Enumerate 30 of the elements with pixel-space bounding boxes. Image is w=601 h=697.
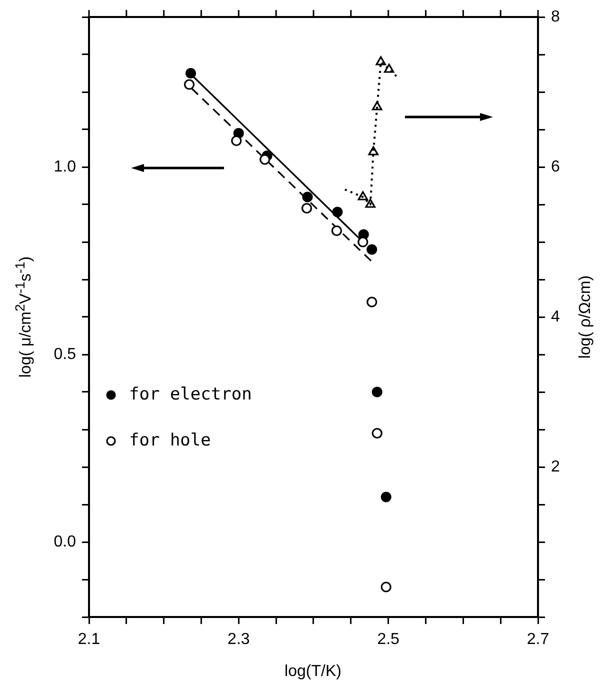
x-axis-title: log(T/K) <box>284 663 342 681</box>
point <box>231 135 242 146</box>
point <box>372 428 382 439</box>
x-tick-label: 2.1 <box>78 631 100 648</box>
point <box>185 68 196 79</box>
point <box>260 154 270 165</box>
legend-label: for electron <box>129 384 252 404</box>
y2-tick-label: 8 <box>551 8 560 26</box>
point <box>331 225 342 236</box>
x-tick-label: 2.3 <box>228 631 250 648</box>
point <box>301 202 312 214</box>
x-tick-label: 2.7 <box>526 631 550 648</box>
point <box>372 386 382 398</box>
y-tick-label: 1.0 <box>54 158 76 176</box>
y-tick-label: 0.0 <box>54 533 76 550</box>
y-tick-label: 0.5 <box>54 346 76 363</box>
point <box>184 79 195 90</box>
point <box>358 236 368 248</box>
y2-tick-label: 2 <box>551 458 560 476</box>
legend-label: for hole <box>129 430 211 450</box>
point <box>366 244 378 255</box>
y2-tick-label: 6 <box>551 158 560 176</box>
point <box>302 192 313 202</box>
point <box>366 296 378 308</box>
y2-axis-title: log( ρ/Ωcm) <box>577 275 595 359</box>
point <box>380 492 392 502</box>
point <box>332 206 343 218</box>
y2-tick-label: 4 <box>551 308 560 326</box>
point <box>380 582 392 592</box>
x-tick-label: 2.5 <box>377 631 400 648</box>
